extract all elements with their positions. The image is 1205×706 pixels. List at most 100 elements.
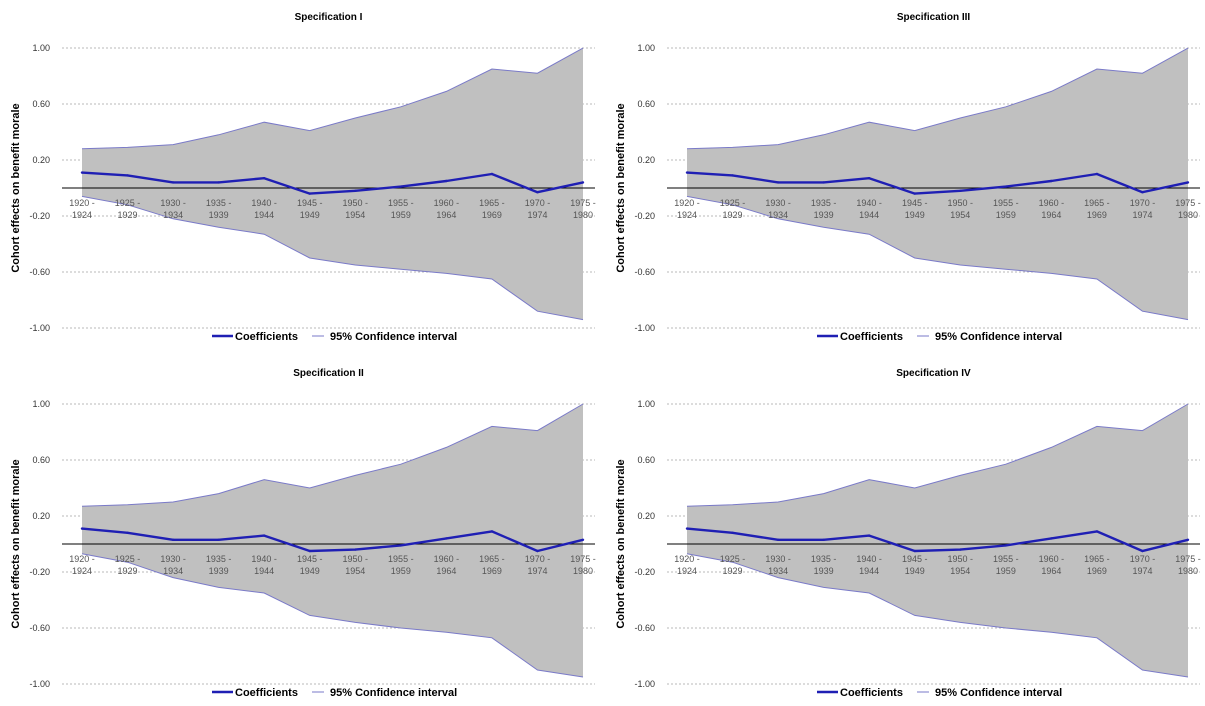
x-tick-label: 1970 - bbox=[1130, 554, 1156, 564]
coefficient-point bbox=[171, 181, 175, 184]
coefficient-point bbox=[445, 537, 448, 540]
y-axis-label: Cohort effects on benefit morale bbox=[615, 103, 627, 272]
x-tick-label: 1960 - bbox=[1039, 554, 1065, 564]
y-tick-label: 1.00 bbox=[32, 399, 50, 409]
x-tick-label: 1980 bbox=[1178, 210, 1198, 220]
x-tick-label: 1949 bbox=[300, 210, 320, 220]
x-tick-label: 1975 - bbox=[1175, 198, 1201, 208]
x-tick-label: 1954 bbox=[345, 566, 365, 576]
coefficient-point bbox=[685, 527, 689, 530]
coefficient-point bbox=[217, 538, 220, 541]
chart-title: Specification I bbox=[295, 12, 363, 23]
x-tick-label: 1949 bbox=[905, 566, 925, 576]
confidence-band bbox=[687, 404, 1188, 677]
y-tick-label: -1.00 bbox=[634, 323, 655, 333]
x-tick-label: 1940 - bbox=[251, 554, 277, 564]
y-tick-label: -0.60 bbox=[29, 623, 50, 633]
x-tick-label: 1924 bbox=[677, 566, 697, 576]
x-tick-label: 1964 bbox=[1041, 566, 1061, 576]
x-tick-label: 1929 bbox=[118, 566, 138, 576]
x-tick-label: 1939 bbox=[814, 210, 834, 220]
y-axis-label: Cohort effects on benefit morale bbox=[10, 459, 22, 628]
coefficient-point bbox=[913, 549, 916, 553]
x-tick-label: 1945 - bbox=[297, 198, 323, 208]
coefficient-point bbox=[822, 181, 825, 184]
x-tick-label: 1949 bbox=[905, 210, 925, 220]
coefficient-point bbox=[308, 549, 311, 553]
y-tick-label: -1.00 bbox=[29, 679, 50, 689]
x-tick-label: 1944 bbox=[859, 210, 879, 220]
x-tick-label: 1969 bbox=[1087, 210, 1107, 220]
x-tick-label: 1925 - bbox=[720, 198, 746, 208]
x-tick-label: 1950 - bbox=[343, 198, 369, 208]
chart-specification-iv: Specification IV Cohort effects on benefi… bbox=[615, 368, 1201, 699]
coefficient-point bbox=[1050, 179, 1053, 183]
chart-specification-iii: Specification III Cohort effects on benef… bbox=[615, 12, 1201, 343]
ci-upper-line bbox=[686, 47, 1189, 150]
x-tick-label: 1920 - bbox=[69, 554, 95, 564]
x-tick-label: 1944 bbox=[254, 210, 274, 220]
coefficient-point bbox=[959, 548, 962, 551]
x-tick-label: 1945 - bbox=[902, 554, 928, 564]
x-tick-label: 1930 - bbox=[765, 198, 791, 208]
x-tick-label: 1934 bbox=[768, 210, 788, 220]
y-tick-label: 0.20 bbox=[637, 155, 655, 165]
x-tick-label: 1935 - bbox=[206, 554, 232, 564]
x-tick-label: 1980 bbox=[1178, 566, 1198, 576]
legend-label-confidence-interval: 95% Confidence interval bbox=[935, 687, 1062, 699]
coefficient-point bbox=[308, 192, 311, 195]
x-tick-label: 1975 - bbox=[1175, 554, 1201, 564]
x-tick-label: 1969 bbox=[482, 566, 502, 576]
y-tick-label: 1.00 bbox=[637, 43, 655, 53]
y-axis-label: Cohort effects on benefit morale bbox=[615, 459, 627, 628]
x-tick-label: 1960 - bbox=[1039, 198, 1065, 208]
x-tick-label: 1970 - bbox=[525, 198, 551, 208]
x-tick-label: 1950 - bbox=[343, 554, 369, 564]
x-tick-label: 1974 bbox=[1132, 566, 1152, 576]
coefficient-point bbox=[126, 531, 129, 534]
coefficient-point bbox=[536, 549, 539, 553]
x-tick-label: 1920 - bbox=[69, 198, 95, 208]
x-tick-label: 1974 bbox=[527, 210, 547, 220]
x-tick-label: 1980 bbox=[573, 566, 593, 576]
confidence-band bbox=[82, 48, 583, 320]
y-axis-label: Cohort effects on benefit morale bbox=[10, 103, 22, 272]
y-tick-label: -0.20 bbox=[634, 567, 655, 577]
y-tick-label: 1.00 bbox=[637, 399, 655, 409]
y-tick-label: 0.60 bbox=[637, 455, 655, 465]
coefficient-point bbox=[867, 534, 871, 537]
coefficient-point bbox=[581, 181, 585, 184]
ci-lower-line bbox=[81, 195, 584, 321]
chart-panel-3: Specification II Cohort effects on benefi… bbox=[0, 356, 600, 706]
coefficient-point bbox=[1095, 530, 1099, 533]
x-tick-label: 1964 bbox=[1041, 210, 1061, 220]
coefficient-point bbox=[1186, 538, 1190, 541]
chart-panel-4: Specification IV Cohort effects on benefi… bbox=[605, 356, 1205, 706]
x-tick-label: 1940 - bbox=[856, 554, 882, 564]
y-tick-label: 0.60 bbox=[32, 99, 50, 109]
legend-label-coefficients: Coefficients bbox=[840, 331, 903, 343]
coefficient-point bbox=[685, 171, 689, 174]
y-tick-label: -0.20 bbox=[29, 567, 50, 577]
x-tick-label: 1955 - bbox=[388, 198, 414, 208]
legend-label-confidence-interval: 95% Confidence interval bbox=[935, 331, 1062, 343]
x-tick-label: 1959 bbox=[391, 566, 411, 576]
ci-upper-line bbox=[81, 47, 584, 150]
x-tick-label: 1930 - bbox=[765, 554, 791, 564]
chart-title: Specification IV bbox=[896, 368, 971, 379]
coefficient-point bbox=[445, 179, 448, 183]
legend-label-confidence-interval: 95% Confidence interval bbox=[330, 687, 457, 699]
coefficient-point bbox=[126, 174, 129, 177]
y-tick-label: -0.60 bbox=[29, 267, 50, 277]
x-tick-label: 1920 - bbox=[674, 198, 700, 208]
coefficient-point bbox=[399, 185, 403, 188]
y-tick-label: -0.60 bbox=[634, 267, 655, 277]
x-tick-label: 1959 bbox=[391, 210, 411, 220]
ci-lower-line bbox=[686, 195, 1189, 321]
legend-label-confidence-interval: 95% Confidence interval bbox=[330, 331, 457, 343]
x-tick-label: 1940 - bbox=[856, 198, 882, 208]
coefficient-point bbox=[776, 181, 780, 184]
chart-title: Specification II bbox=[293, 368, 364, 379]
x-tick-label: 1924 bbox=[72, 566, 92, 576]
ci-upper-line bbox=[81, 403, 584, 507]
